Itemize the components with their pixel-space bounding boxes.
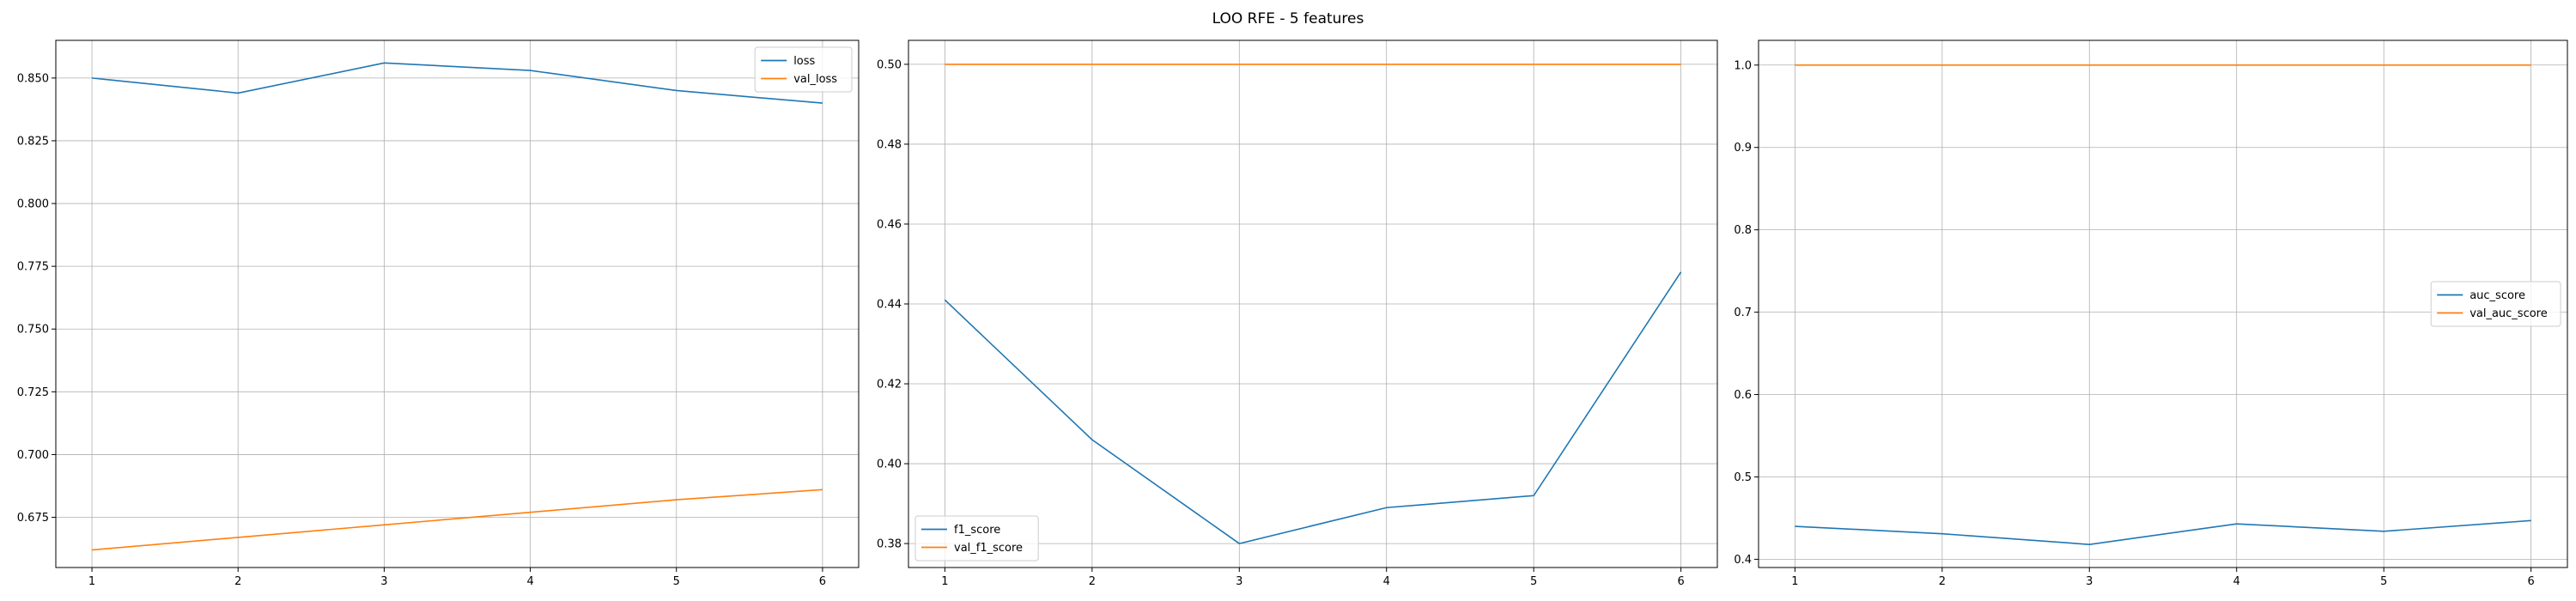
y-tick-label: 0.6 [1734, 389, 1752, 402]
y-tick-label: 0.5 [1734, 471, 1752, 484]
y-tick-label: 0.800 [17, 198, 49, 211]
series-line-f1_score [944, 271, 1682, 544]
x-tick-label: 6 [2527, 575, 2534, 588]
subplot-1: 1 2 3 4 5 6 0.675 0.700 0.725 0.750 0.775 0.800 0.82… [17, 39, 860, 588]
legend-label-f1_score: f1_score [954, 524, 1000, 537]
y-tick-label: 0.8 [1734, 224, 1752, 237]
x-tick-label: 4 [526, 575, 533, 588]
legend: f1_score val_f1_score [914, 515, 1039, 562]
legend-box [2430, 281, 2561, 327]
y-tick-label: 0.48 [877, 138, 902, 151]
x-tick-label: 2 [234, 575, 241, 588]
series-line-loss [91, 62, 823, 104]
grid [56, 40, 859, 568]
legend-label-loss: loss [793, 55, 815, 68]
axes-frame [1758, 39, 2568, 568]
x-tick-label: 5 [1530, 575, 1537, 588]
grid [908, 40, 1717, 568]
legend-label-auc_score: auc_score [2470, 289, 2525, 302]
subplot-2: 1 2 3 4 5 6 0.38 0.40 0.42 0.44 0.46 0.48 0.50 f1_sco… [877, 39, 1718, 588]
series-line-auc_score [1795, 519, 2531, 545]
series-line-val_loss [92, 489, 823, 551]
y-tick-label: 0.725 [17, 386, 49, 399]
legend: auc_score val_auc_score [2430, 281, 2561, 327]
y-tick-label: 0.825 [17, 135, 49, 148]
x-tick-label: 3 [380, 575, 387, 588]
x-tick-label: 5 [673, 575, 680, 588]
y-tick-label: 0.750 [17, 324, 49, 337]
legend-label-val_loss: val_loss [793, 73, 837, 86]
y-tick-label: 0.4 [1734, 554, 1752, 567]
legend-label-val_f1_score: val_f1_score [954, 542, 1023, 555]
y-tick-label: 0.9 [1734, 142, 1752, 155]
legend: loss val_loss [754, 46, 853, 93]
legend-box [754, 46, 853, 93]
y-tick-label: 0.42 [877, 379, 902, 392]
y-tick-label: 1.0 [1734, 59, 1752, 72]
x-tick-label: 4 [2233, 575, 2240, 588]
x-tick-label: 6 [1677, 575, 1684, 588]
x-tick-label: 2 [1939, 575, 1946, 588]
x-tick-label: 3 [1236, 575, 1242, 588]
y-tick-label: 0.675 [17, 512, 49, 525]
y-tick-label: 0.40 [877, 458, 902, 471]
subplot-3: 1 2 3 4 5 6 0.4 0.5 0.6 0.7 0.8 0.9 1.0 auc_score val_… [1734, 39, 2568, 588]
y-tick-label: 0.44 [877, 299, 902, 312]
y-tick-label: 0.700 [17, 449, 49, 462]
x-tick-label: 1 [1791, 575, 1798, 588]
x-tick-label: 3 [2086, 575, 2093, 588]
axes-frame [55, 39, 860, 568]
figure-title: LOO RFE - 5 features [1212, 10, 1364, 27]
x-tick-label: 6 [819, 575, 826, 588]
y-tick-label: 0.38 [877, 538, 902, 551]
x-tick-label: 2 [1089, 575, 1096, 588]
x-tick-label: 1 [941, 575, 948, 588]
y-tick-label: 0.850 [17, 72, 49, 85]
legend-box [914, 515, 1039, 562]
subplots: 1 2 3 4 5 60.6750.7000.7250.7500.7750.8000.82… [17, 39, 2568, 588]
x-tick-label: 5 [2380, 575, 2387, 588]
y-tick-label: 0.7 [1734, 307, 1752, 319]
x-tick-label: 4 [1383, 575, 1390, 588]
legend-label-val_auc_score: val_auc_score [2470, 307, 2548, 320]
y-tick-label: 0.50 [877, 58, 902, 71]
y-tick-label: 0.46 [877, 218, 902, 231]
x-tick-label: 1 [88, 575, 95, 588]
y-tick-label: 0.775 [17, 261, 49, 274]
